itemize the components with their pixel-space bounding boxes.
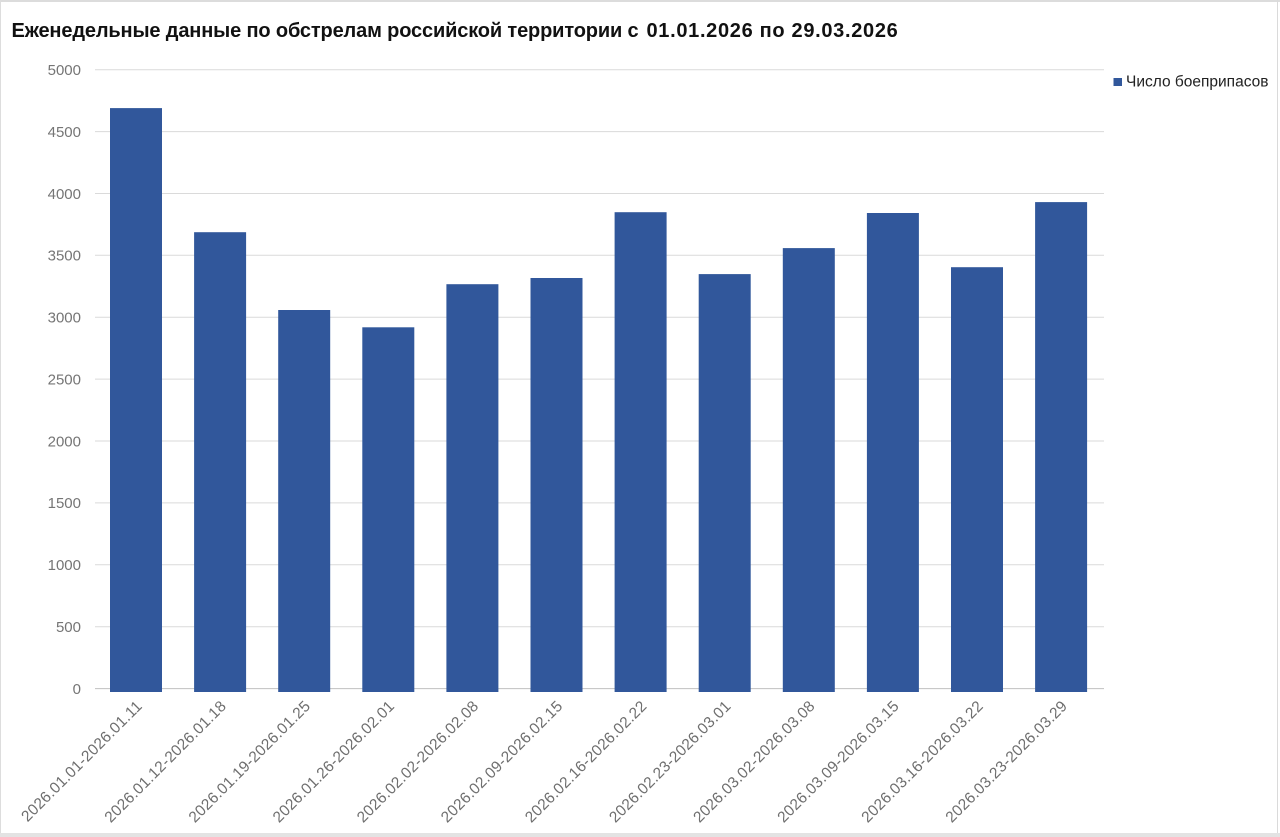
svg-text:500: 500 — [56, 619, 81, 636]
svg-text:Число боеприпасов: Число боеприпасов — [1126, 74, 1268, 91]
svg-text:3000: 3000 — [48, 310, 81, 327]
svg-text:0: 0 — [73, 681, 81, 698]
svg-text:3500: 3500 — [48, 248, 81, 265]
svg-text:Еженедельные данные по обстрел: Еженедельные данные по обстрелам российс… — [12, 20, 639, 42]
svg-text:5000: 5000 — [48, 62, 81, 79]
svg-text:1500: 1500 — [48, 495, 81, 512]
svg-text:01.01.2026 по 29.03.2026: 01.01.2026 по 29.03.2026 — [647, 20, 899, 42]
svg-text:2000: 2000 — [48, 433, 81, 450]
svg-text:1000: 1000 — [48, 557, 81, 574]
svg-text:2500: 2500 — [48, 371, 81, 388]
svg-text:4000: 4000 — [48, 186, 81, 203]
svg-text:4500: 4500 — [48, 124, 81, 141]
